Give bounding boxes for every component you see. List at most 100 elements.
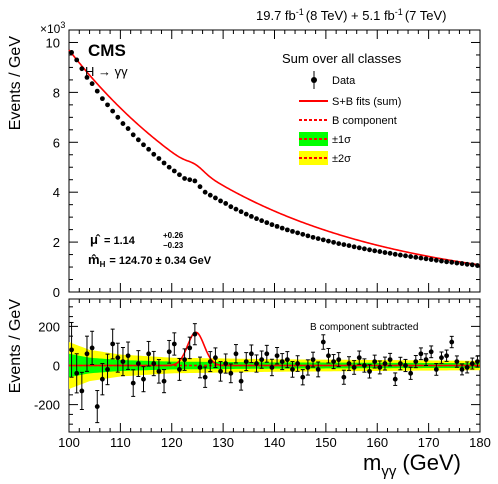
residual-point [315,367,321,372]
residual-point [326,353,331,359]
y-tick-label: 0 [53,285,60,300]
residual-point [197,365,203,370]
data-point [464,261,470,267]
fit-results: μ̂ = 1.14 +0.26 −0.23 m̂H = 124.70 ± 0.34 … [88,231,212,269]
residual-point [305,365,311,370]
residual-point [449,339,455,345]
data-point [336,241,342,246]
x-tick-label: 120 [161,435,183,450]
data-point [135,137,141,143]
data-point [320,237,326,243]
residual-point [79,388,85,394]
residual-point [171,341,177,347]
legend-entry-2sigma: ±2σ [299,151,351,165]
x-tick-label: 110 [110,435,131,450]
residual-point [382,361,388,366]
residual-point [84,351,90,357]
data-point [218,198,223,204]
data-point [454,260,460,266]
data-point [248,213,254,219]
data-point [156,156,162,161]
x-axis-label: mγγ (GeV) [363,450,461,480]
residual-point [120,359,126,364]
residual-point [372,359,378,364]
data-point [469,262,475,268]
fit-mu-down: −0.23 [163,241,184,250]
data-point [326,238,331,244]
y-tick-label: 4 [53,185,60,200]
lumi8-exp: -1 [296,7,304,17]
residual-point [259,357,265,363]
legend-2sigma-label: ±2σ [332,153,351,165]
y-tick-label: 10 [46,35,60,50]
residual-point [464,365,470,370]
data-point [125,126,131,131]
residual-point [69,347,74,353]
data-point [228,204,234,210]
data-point [115,114,121,120]
residual-point [115,355,121,361]
data-point [310,234,316,240]
y-tick-label: -200 [34,398,60,413]
data-point [99,96,105,102]
top-panel-axes: 0 2 4 6 8 10 [46,30,481,300]
data-point [259,218,265,224]
data-point [213,195,218,201]
residual-point [99,376,105,382]
residual-point [403,363,408,368]
y-tick-label: 6 [53,135,60,150]
data-point [171,168,177,174]
data-point [110,108,116,114]
residual-point [177,367,182,372]
data-point [141,142,146,148]
residual-point [397,361,403,366]
legend-data-label: Data [332,75,356,87]
residual-point [469,361,475,366]
sb-fit-curve [68,49,481,266]
lumi7-exp: -1 [395,7,403,17]
residual-point [269,365,275,370]
residual-point [413,359,419,364]
residual-point [156,368,162,374]
legend-entry-sb: S+B fits (sum) [299,96,401,108]
data-point [295,230,301,236]
residual-point [141,376,146,382]
residual-point [341,374,347,380]
residual-point [331,359,336,364]
data-point [120,121,126,126]
residual-point [377,365,383,370]
residual-point [135,361,141,366]
residual-point [74,370,80,376]
residual-point [320,339,326,345]
top-y-label: Events / GeV [7,36,24,131]
residual-point [238,378,244,384]
residual-point [362,363,367,368]
residual-point [475,359,480,364]
data-point [187,177,193,183]
residual-point [418,351,424,357]
residual-point [94,404,100,409]
residual-point [408,370,414,376]
data-point [392,251,398,257]
data-point [233,206,239,212]
data-point [367,247,372,253]
x-tick-label: 130 [212,435,234,450]
residual-point [356,355,362,361]
x-tick-label: 160 [366,435,388,450]
data-point [315,236,321,242]
data-point [166,164,172,170]
data-point [161,160,167,166]
top-panel-frame [68,29,481,293]
data-point [197,184,203,190]
data-point [433,257,439,263]
residual-point [243,359,249,364]
residual-point [218,368,223,374]
residual-point [367,368,372,374]
residual-point [110,341,116,347]
data-point [444,259,450,265]
residual-point [228,370,234,376]
residual-point [351,365,357,370]
y-tick-label: 2 [53,235,60,250]
residual-point [284,357,290,363]
